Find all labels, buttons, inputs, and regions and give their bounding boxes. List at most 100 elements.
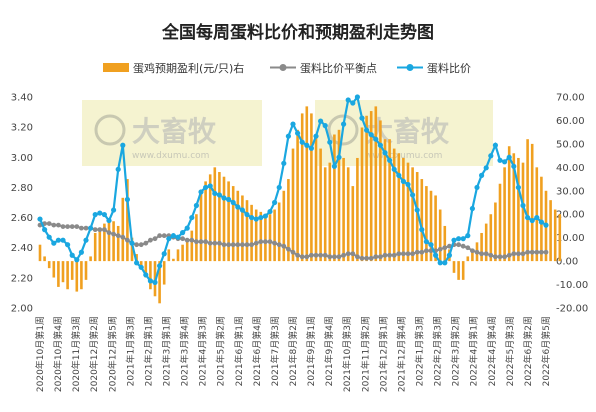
x-axis-tick-label: 2021年11月第2周 (359, 316, 371, 392)
profit-bar (379, 120, 382, 262)
ratio-point (249, 214, 255, 221)
left-axis-tick-label: 2.00 (11, 304, 33, 315)
profit-bar (553, 209, 557, 262)
right-axis-tick-label: 0.00 (556, 257, 578, 268)
x-axis-tick-label: 2021年6月第1周 (233, 316, 245, 386)
profit-bar (52, 261, 56, 278)
balance-point (60, 224, 66, 230)
balance-point (345, 251, 351, 257)
ratio-point (479, 172, 485, 178)
profit-bar (466, 256, 470, 262)
balance-point (460, 243, 466, 249)
profit-bar (43, 256, 46, 262)
ratio-point (410, 192, 416, 198)
balance-point (194, 239, 199, 245)
profit-bar (406, 162, 410, 262)
profit-bar (457, 261, 460, 280)
ratio-point (377, 142, 383, 148)
balance-point (488, 252, 494, 258)
ratio-point (419, 227, 425, 233)
ratio-point (327, 139, 333, 145)
ratio-point (506, 154, 512, 160)
x-axis-tick-label: 2021年3月第1周 (161, 316, 173, 386)
balance-point (502, 254, 507, 260)
x-axis-tick-label: 2020年10月第1周 (34, 316, 46, 392)
profit-bar (310, 113, 313, 262)
watermark-url-right: www.dxumu.com (365, 151, 442, 161)
profit-bars (38, 106, 562, 304)
x-axis-tick-label: 2021年12月第1周 (377, 316, 389, 392)
profit-bar (38, 244, 42, 262)
ratio-point (138, 264, 144, 270)
profit-bar (107, 218, 111, 262)
ratio-point (525, 214, 531, 221)
ratio-point (414, 207, 420, 213)
balance-point (511, 251, 517, 257)
balance-point (442, 245, 448, 251)
profit-bar (199, 190, 203, 262)
right-axis-tick-label: 40.00 (556, 163, 585, 174)
balance-point (74, 224, 80, 230)
balance-point (235, 242, 241, 248)
ratio-point (143, 272, 149, 278)
balance-point (534, 249, 540, 255)
ratio-point (281, 160, 287, 166)
ratio-point (180, 230, 186, 236)
balance-point (189, 237, 195, 243)
ratio-point (189, 214, 195, 221)
ratio-point (465, 233, 471, 239)
ratio-point (460, 236, 466, 242)
ratio-series (37, 94, 549, 285)
profit-bar (429, 190, 433, 262)
ratio-point (193, 202, 199, 209)
balance-point (525, 249, 530, 255)
balance-point (203, 239, 209, 245)
profit-bar (337, 129, 341, 262)
ratio-point (157, 263, 163, 269)
profit-bar (521, 162, 525, 262)
ratio-point (46, 234, 52, 240)
balance-point (263, 239, 268, 245)
ratio-point (492, 142, 498, 148)
profit-bar (135, 254, 138, 262)
balance-point (286, 246, 291, 252)
profit-bar (231, 186, 235, 262)
balance-point (157, 233, 163, 239)
balance-point (125, 237, 130, 243)
ratio-point (345, 97, 351, 103)
balance-point (405, 251, 411, 257)
ratio-point (92, 211, 98, 218)
profit-bar (254, 209, 258, 262)
ratio-point (170, 233, 176, 239)
profit-bar (282, 190, 286, 262)
profit-bar (172, 258, 175, 262)
profit-bar (181, 244, 184, 262)
ratio-point (396, 172, 402, 178)
balance-point (322, 252, 328, 258)
balance-point (249, 242, 255, 248)
x-axis-tick-label: 2022年5月第3周 (504, 316, 516, 386)
ratio-point (262, 213, 268, 219)
ratio-point (65, 242, 71, 248)
ratio-point (382, 150, 388, 156)
ratio-point (74, 257, 80, 263)
profit-bar (116, 225, 120, 262)
watermark-logo-right (327, 114, 359, 146)
ratio-point (60, 237, 66, 243)
profit-bar (273, 209, 276, 262)
ratio-point (373, 136, 379, 142)
balance-point (272, 240, 277, 246)
balance-point (230, 242, 236, 248)
balance-point (497, 254, 503, 260)
ratio-point (341, 121, 347, 127)
profit-bar (420, 179, 424, 262)
balance-point (529, 249, 535, 255)
ratio-point (42, 227, 48, 233)
ratio-point (400, 178, 406, 184)
ratio-point (101, 211, 107, 218)
left-axis-tick-label: 3.20 (11, 123, 33, 134)
profit-bar (471, 249, 474, 262)
ratio-point (538, 219, 545, 225)
ratio-point (511, 163, 517, 169)
balance-point (516, 251, 521, 257)
